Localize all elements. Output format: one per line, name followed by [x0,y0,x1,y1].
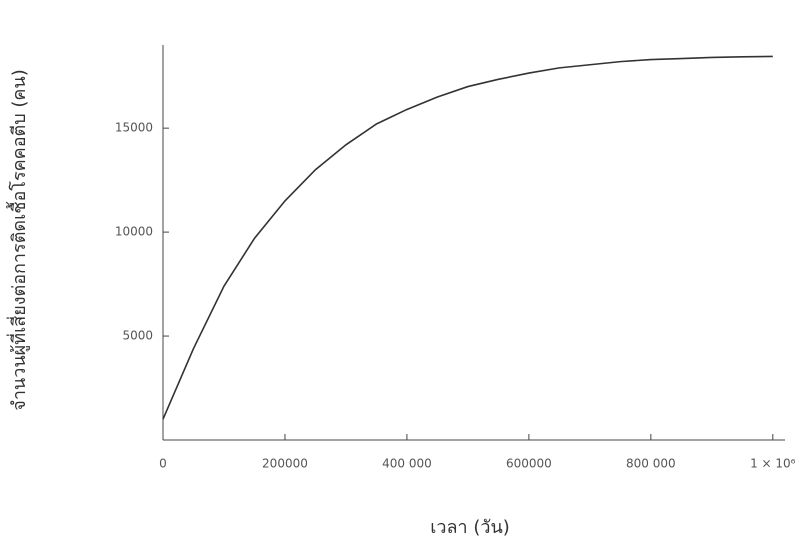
y-tick-label: 10000 [115,225,153,239]
line [162,55,773,420]
x-tick-label: 600000 [506,457,552,471]
x-tick-label: 400 000 [382,457,432,471]
x-tick-label: 0 [159,457,167,471]
x-tick-label: 800 000 [626,457,676,471]
y-tick-label: 15000 [115,121,153,135]
x-tick-label: 1 × 10⁶ [750,457,796,471]
y-tick-label: 5000 [122,329,153,343]
x-tick-label: 200000 [262,457,308,471]
y-axis-title: จำนวนผู้ที่เสี่ยงต่อการติดเชื้อโรคคอตีบ … [6,69,30,410]
x-axis-title: เวลา (วัน) [430,517,510,538]
